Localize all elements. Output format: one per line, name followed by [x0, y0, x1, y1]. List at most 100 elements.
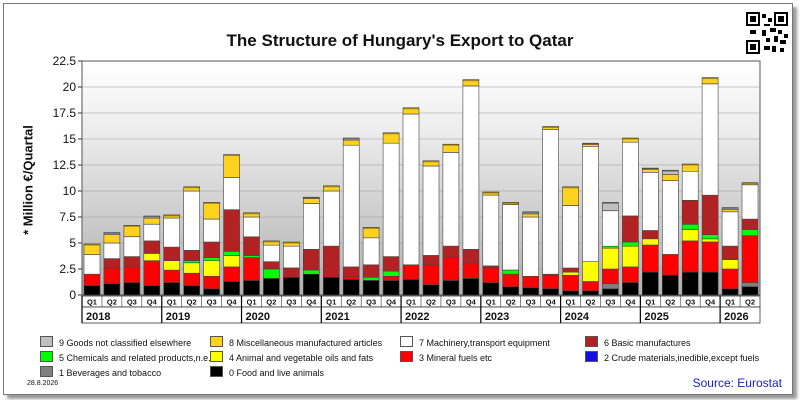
bar-segment-6	[562, 267, 579, 273]
bar-cap	[303, 197, 320, 199]
bar-segment-0	[203, 288, 220, 296]
bar-segment-3	[701, 241, 719, 273]
bar-segment-7	[123, 236, 141, 257]
bar-segment-7	[402, 113, 420, 266]
bar-cap	[243, 212, 260, 215]
bar-cap	[442, 144, 459, 146]
x-tick-label: Q4	[705, 298, 716, 307]
bar-segment-8	[203, 202, 220, 220]
bar-segment-6	[482, 265, 500, 269]
x-tick-label: Q1	[645, 298, 655, 307]
year-label: 2023	[485, 311, 509, 323]
bar-cap	[263, 240, 280, 243]
year-label: 2024	[565, 311, 590, 323]
bar-segment-7	[283, 245, 300, 269]
bar-segment-0	[442, 280, 460, 296]
bar-segment-6	[163, 246, 180, 261]
bar-segment-3	[402, 264, 420, 280]
bar-segment-5	[263, 268, 280, 279]
bar-segment-0	[342, 279, 360, 296]
legend-swatch	[400, 336, 413, 347]
legend-item: 7 Machinery,transport equipment	[400, 336, 550, 348]
bar-segment-4	[143, 253, 161, 261]
bar-segment-7	[263, 244, 280, 263]
bar-segment-9	[302, 196, 320, 199]
bar-segment-0	[143, 285, 161, 296]
y-tick-label: 12.5	[53, 158, 77, 172]
legend-item: 3 Mineral fuels etc	[400, 351, 492, 363]
bar-segment-0	[681, 271, 699, 296]
qr-code-icon	[746, 12, 788, 54]
bar-cap	[502, 202, 519, 204]
bar-segment-3	[542, 274, 559, 290]
bar-segment-3	[622, 266, 639, 283]
bar-cap	[462, 79, 479, 82]
bar-segment-9	[641, 167, 659, 170]
bar-segment-4	[582, 261, 599, 282]
bar-cap	[682, 164, 699, 166]
x-tick-label: Q2	[107, 298, 117, 307]
bar-segment-3	[422, 264, 440, 285]
legend-swatch	[40, 336, 53, 347]
bar-segment-9	[602, 202, 619, 211]
bar-segment-3	[661, 254, 679, 276]
bar-segment-7	[721, 211, 739, 247]
bar-segment-7	[522, 216, 540, 277]
x-tick-label: Q1	[326, 298, 336, 307]
bar-segment-3	[342, 275, 360, 280]
bar-segment-8	[562, 186, 579, 206]
bar-segment-4	[721, 259, 739, 270]
bar-segment-7	[183, 190, 200, 251]
bar-segment-0	[283, 276, 300, 296]
bar-segment-4	[622, 245, 639, 268]
bar-segment-3	[562, 274, 579, 292]
bar-segment-5	[701, 234, 719, 240]
x-tick-label: Q3	[286, 298, 296, 307]
bar-segment-7	[661, 180, 679, 255]
bar-segment-8	[163, 214, 180, 219]
chart-title: The Structure of Hungary's Export to Qat…	[226, 31, 574, 50]
bar-cap	[103, 232, 120, 235]
bar-cap	[582, 143, 599, 145]
bar-segment-0	[562, 290, 579, 296]
bar-segment-7	[502, 204, 520, 271]
bar-segment-9	[103, 232, 121, 236]
bar-segment-8	[622, 137, 639, 143]
year-label: 2026	[724, 311, 748, 323]
bar-segment-7	[562, 205, 579, 269]
bar-segment-3	[442, 257, 460, 281]
bar-segment-7	[462, 85, 480, 250]
bar-segment-3	[641, 244, 659, 273]
bar-segment-0	[701, 271, 719, 296]
bar-segment-0	[582, 290, 599, 296]
bar-segment-6	[342, 266, 360, 277]
bar-segment-5	[681, 224, 699, 230]
bar-segment-6	[223, 209, 240, 252]
bar-segment-3	[163, 269, 180, 283]
bar-segment-8	[302, 198, 320, 204]
bar-cap	[642, 168, 659, 170]
bar-cap	[283, 242, 300, 244]
bar-segment-8	[701, 77, 719, 85]
bar-segment-6	[263, 261, 280, 270]
bar-segment-0	[661, 274, 679, 296]
bar-segment-5	[362, 276, 380, 281]
bar-segment-8	[681, 163, 699, 172]
x-tick-label: Q1	[246, 298, 256, 307]
bar-segment-4	[681, 229, 699, 242]
legend-item: 6 Basic manufactures	[585, 336, 691, 348]
bar-segment-4	[641, 238, 659, 246]
bar-segment-0	[542, 288, 559, 296]
bar-segment-0	[382, 280, 400, 296]
bar-segment-5	[203, 257, 220, 262]
legend-swatch	[210, 351, 223, 362]
bar-segment-8	[402, 107, 420, 115]
x-tick-label: Q2	[346, 298, 356, 307]
legend-item: 9 Goods not classified elsewhere	[40, 336, 191, 348]
bar-segment-8	[641, 168, 659, 173]
bar-segment-6	[422, 255, 440, 266]
legend-item: 2 Crude materials,inedible,except fuels	[585, 351, 759, 363]
legend-label: 1 Beverages and tobacco	[59, 368, 162, 378]
bar-segment-0	[482, 282, 500, 296]
